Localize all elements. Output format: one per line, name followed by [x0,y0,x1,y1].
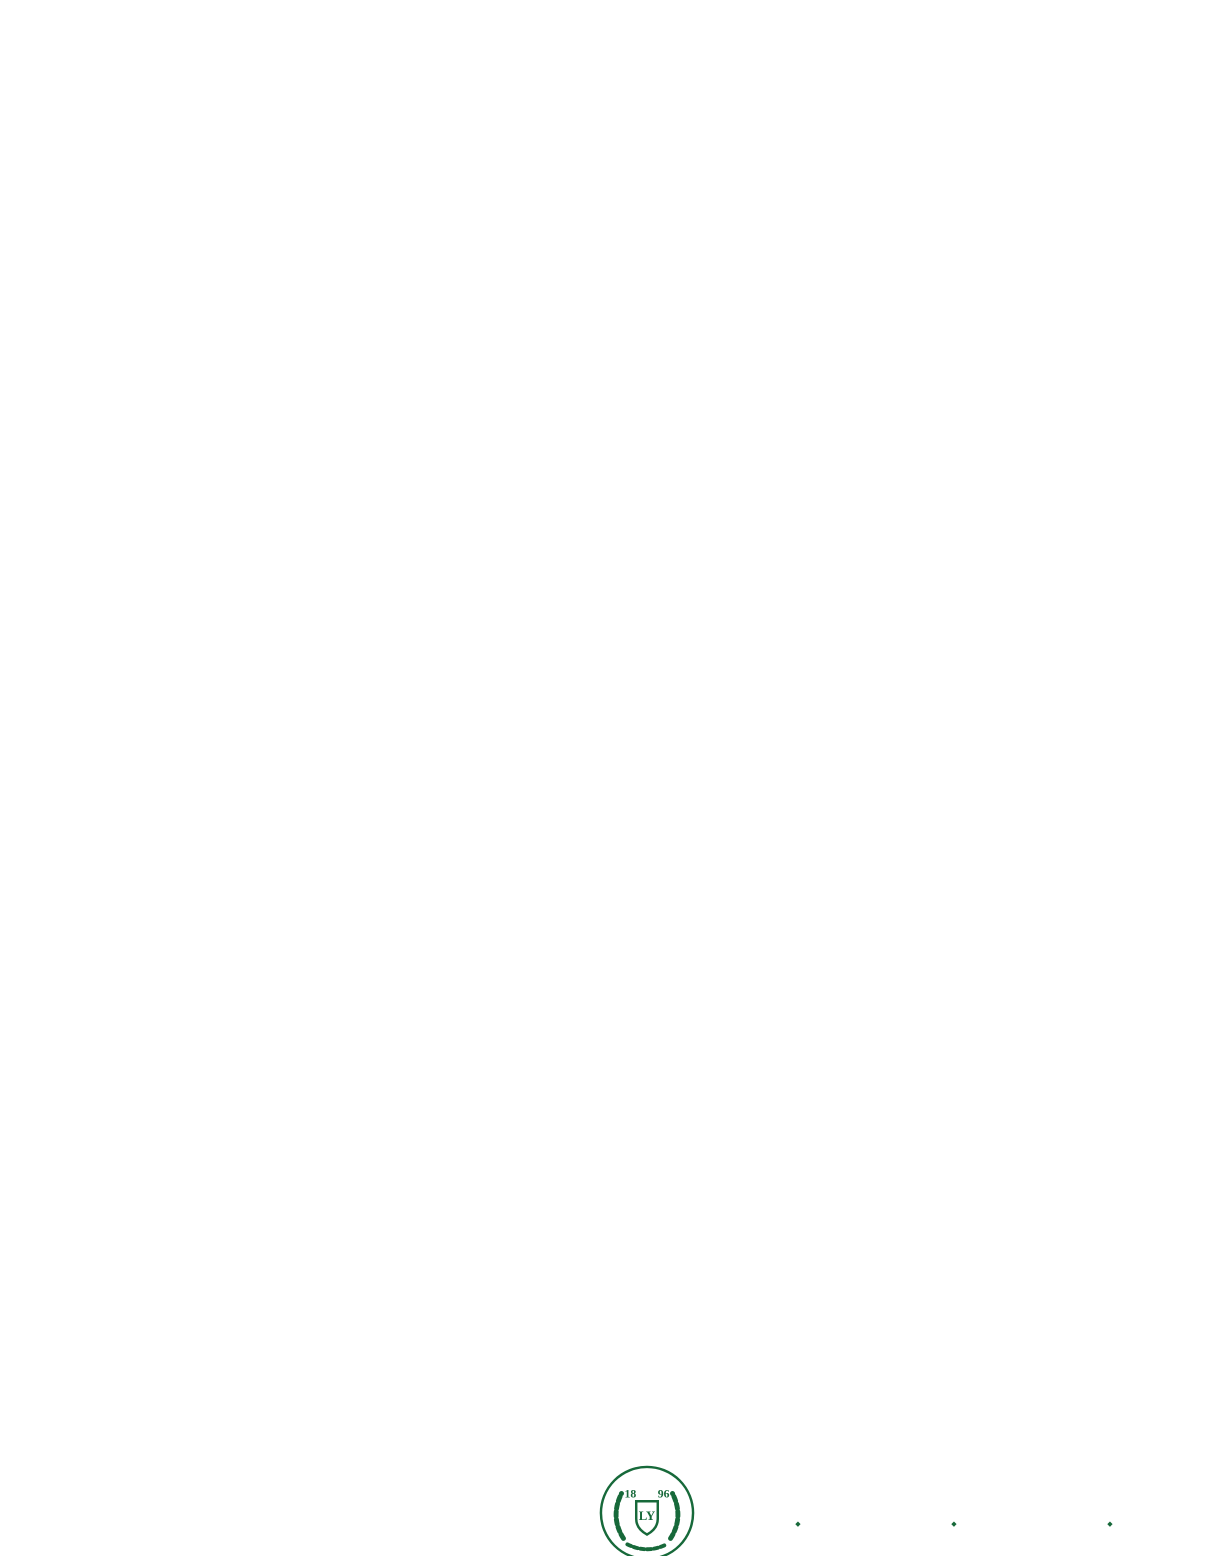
svg-text:96: 96 [658,1487,670,1500]
school-logo: 18 96 LY [599,1465,695,1556]
svg-text:LY: LY [639,1509,656,1523]
separator-diamond-icon: ◆ [1107,1520,1113,1528]
contact-line: ◆ ◆ ◆ [720,1520,1188,1528]
svg-text:18: 18 [624,1487,636,1500]
footer: 18 96 LY ◆ ◆ ◆ [0,1462,1209,1556]
separator-diamond-icon: ◆ [951,1520,957,1528]
separator-diamond-icon: ◆ [795,1520,801,1528]
